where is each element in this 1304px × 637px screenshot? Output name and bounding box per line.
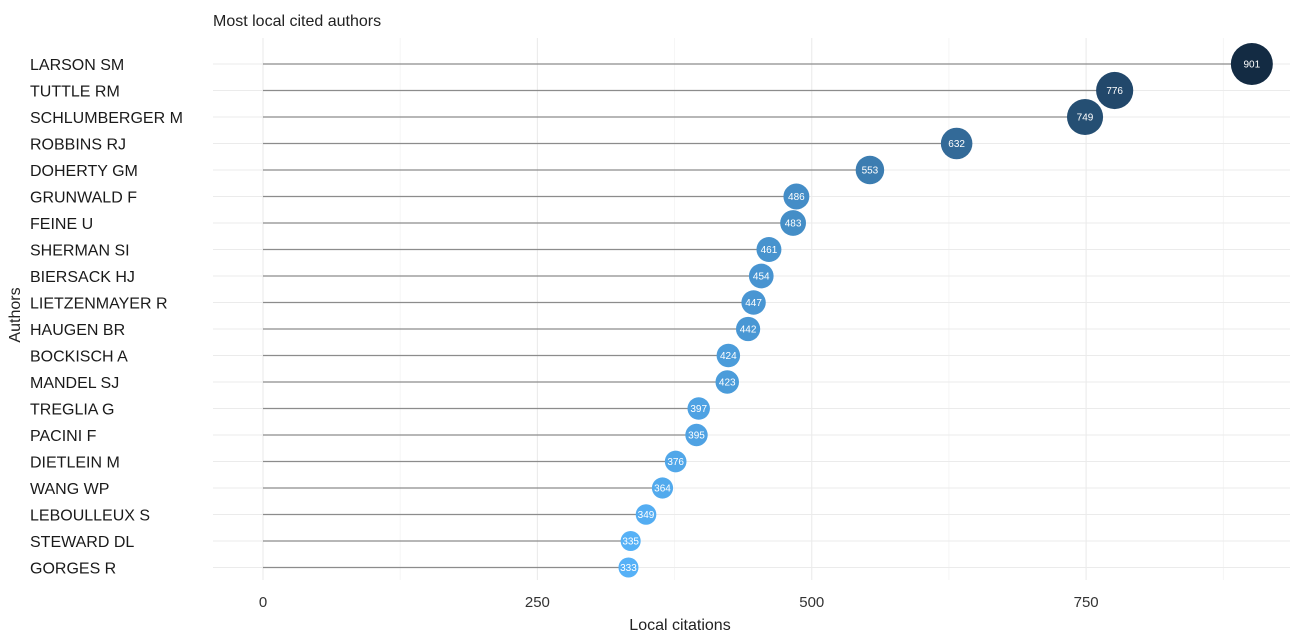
value-label: 397 [690,404,707,415]
data-point [1230,43,1273,85]
category-label: STEWARD DL [30,534,134,551]
value-label: 632 [948,139,965,150]
value-label: 349 [638,510,655,521]
value-label: 423 [719,378,736,389]
category-label: LEBOULLEUX S [30,508,150,525]
category-label: DOHERTY GM [30,163,138,180]
data-point [618,557,639,578]
category-label: MANDEL SJ [30,375,119,392]
value-label: 776 [1106,86,1123,97]
value-label: 335 [622,537,639,548]
data-point [687,397,710,420]
data-point [716,343,741,368]
value-label: 442 [740,325,757,336]
category-label: FEINE U [30,216,93,233]
data-point [780,210,806,236]
data-point [1096,71,1134,110]
value-label: 486 [788,192,805,203]
data-point [783,183,810,210]
value-label: 333 [620,563,637,574]
category-label: BIERSACK HJ [30,269,135,286]
category-labels: LARSON SM TUTTLE RM SCHLUMBERGER M ROBBINS … [30,57,183,578]
data-point [635,504,657,525]
value-label: 483 [785,219,802,230]
category-label: DIETLEIN M [30,455,120,472]
value-label: 364 [654,484,671,495]
data-point [756,237,782,262]
points: 901 776 749 632 553 486 483 461 454 447 442 424 423 3… [618,43,1273,578]
category-label: HAUGEN BR [30,322,125,339]
data-point [651,477,674,499]
data-point [1066,98,1104,136]
category-label: ROBBINS RJ [30,137,126,154]
category-label: WANG WP [30,481,109,498]
value-label: 749 [1077,113,1094,124]
value-label: 454 [753,272,770,283]
data-point [715,370,739,394]
x-tick-labels: 0 250 500 750 [259,594,1099,611]
category-label: LARSON SM [30,57,124,74]
category-label: BOCKISCH A [30,349,128,366]
category-label: SCHLUMBERGER M [30,110,183,127]
x-tick-label: 0 [259,594,267,611]
data-point [685,423,708,447]
data-point [855,155,885,185]
value-label: 553 [862,166,879,177]
value-label: 395 [688,431,705,442]
category-label: PACINI F [30,428,97,445]
category-label: TREGLIA G [30,402,114,419]
category-label: GORGES R [30,561,116,578]
data-point [664,450,687,473]
chart-title: Most local cited authors [213,13,381,30]
data-point [748,263,774,289]
value-label: 447 [745,298,762,309]
data-point [735,316,761,342]
category-label: LIETZENMAYER R [30,296,168,313]
value-label: 901 [1244,60,1261,71]
y-axis-title: Authors [7,287,24,342]
category-label: GRUNWALD F [30,190,137,207]
x-tick-label: 750 [1074,594,1099,611]
data-point [940,127,973,160]
data-point [741,290,766,315]
value-label: 461 [761,245,778,256]
x-tick-label: 250 [525,594,550,611]
stems [263,63,1252,569]
category-label: TUTTLE RM [30,84,120,101]
x-axis-title: Local citations [629,617,730,634]
x-tick-label: 500 [799,594,824,611]
category-label: SHERMAN SI [30,243,130,260]
value-label: 424 [720,351,737,362]
value-label: 376 [667,457,684,468]
data-point [620,530,641,552]
